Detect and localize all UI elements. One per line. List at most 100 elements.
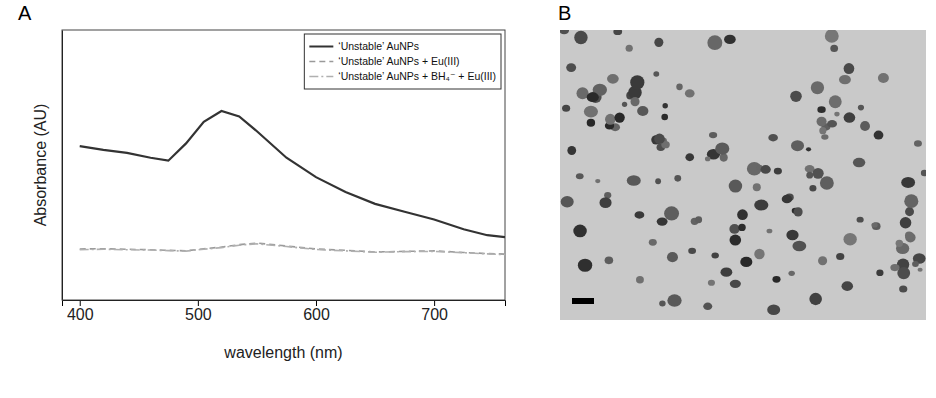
particle: [760, 165, 770, 174]
particle: [768, 134, 778, 142]
legend-item: ‘Unstable’ AuNPs: [309, 40, 419, 52]
legend-item: ‘Unstable’ AuNPs + BH₄⁻ + Eu(III): [309, 70, 496, 82]
particle: [703, 303, 712, 310]
particle: [786, 230, 798, 240]
particle: [905, 207, 914, 216]
x-tick-label: 400: [67, 306, 94, 323]
particle: [655, 178, 661, 184]
x-tick: 500: [185, 300, 212, 323]
particle: [876, 269, 883, 276]
particle: [649, 239, 657, 246]
particle: [657, 217, 668, 225]
panel-b: B: [558, 2, 928, 320]
legend-swatch: [309, 76, 333, 78]
particle: [825, 30, 839, 43]
particle: [738, 224, 745, 231]
particle: [806, 147, 811, 151]
particle: [820, 176, 834, 190]
particle: [767, 304, 780, 315]
particle: [622, 102, 627, 107]
particle: [790, 91, 802, 102]
particle: [817, 106, 825, 113]
particle: [754, 200, 768, 211]
x-tick-mark: [198, 300, 199, 306]
particle: [818, 256, 827, 265]
particle: [858, 105, 864, 111]
legend-box: [304, 34, 501, 89]
particle: [809, 293, 822, 305]
particle: [774, 168, 782, 175]
particle: [613, 30, 622, 35]
particle: [817, 117, 827, 127]
plot-frame: [62, 30, 505, 300]
x-axis-line: [63, 301, 506, 307]
particle: [829, 95, 842, 108]
micrograph: [560, 30, 926, 320]
x-tick-mark: [80, 300, 81, 306]
particle: [860, 121, 870, 131]
series-line: [80, 111, 505, 237]
legend-label: ‘Unstable’ AuNPs: [338, 40, 419, 52]
particle: [654, 38, 663, 47]
series-line: [80, 243, 505, 254]
micrograph-background: [560, 30, 926, 320]
particle: [853, 158, 865, 167]
x-tick-label: 500: [185, 306, 212, 323]
particle: [595, 179, 600, 183]
x-tick-mark: [434, 300, 435, 306]
particle: [708, 280, 715, 286]
particle: [631, 97, 640, 106]
particle: [607, 74, 619, 84]
particle: [720, 268, 732, 277]
particle: [685, 153, 694, 161]
legend: ‘Unstable’ AuNPs ‘Unstable’ AuNPs + Eu(II…: [304, 34, 501, 89]
particle: [918, 268, 923, 272]
particle: [791, 140, 804, 151]
particle: [685, 89, 695, 97]
particle: [578, 259, 592, 272]
particle: [834, 112, 839, 117]
particle: [659, 301, 665, 307]
particle: [904, 194, 918, 208]
particle: [819, 127, 826, 134]
legend-swatch: [309, 46, 333, 48]
particle: [809, 185, 816, 192]
particle: [567, 146, 576, 155]
particle: [872, 222, 881, 230]
particle: [688, 248, 696, 254]
particle: [605, 256, 614, 264]
particle: [587, 92, 599, 102]
legend-item: ‘Unstable’ AuNPs + Eu(III): [309, 55, 459, 67]
particle: [737, 209, 748, 220]
particle: [730, 280, 741, 288]
particle: [715, 142, 729, 154]
particle: [836, 253, 844, 260]
x-tick-label: 600: [303, 306, 330, 323]
x-tick-label: 700: [421, 306, 448, 323]
particle: [707, 35, 722, 50]
particle: [794, 207, 803, 216]
particle: [576, 173, 584, 179]
particle: [901, 177, 915, 188]
particle: [711, 253, 718, 259]
particle: [636, 276, 644, 283]
particle: [874, 131, 884, 140]
particle: [561, 196, 574, 207]
particle: [627, 175, 641, 186]
particle: [676, 83, 682, 90]
particle: [767, 229, 773, 234]
particle: [792, 241, 806, 252]
particle: [664, 206, 679, 220]
particle: [705, 156, 711, 161]
panel-label: B: [558, 2, 571, 24]
particle: [843, 233, 856, 246]
particle: [878, 73, 889, 83]
particle: [653, 71, 659, 76]
y-axis-title: Absorbance (AU): [32, 104, 49, 227]
particle: [844, 63, 855, 74]
particle: [614, 112, 624, 122]
legend-label: ‘Unstable’ AuNPs + BH₄⁻ + Eu(III): [338, 70, 496, 82]
particle: [709, 132, 717, 138]
particle: [667, 294, 681, 306]
particle: [674, 175, 681, 182]
